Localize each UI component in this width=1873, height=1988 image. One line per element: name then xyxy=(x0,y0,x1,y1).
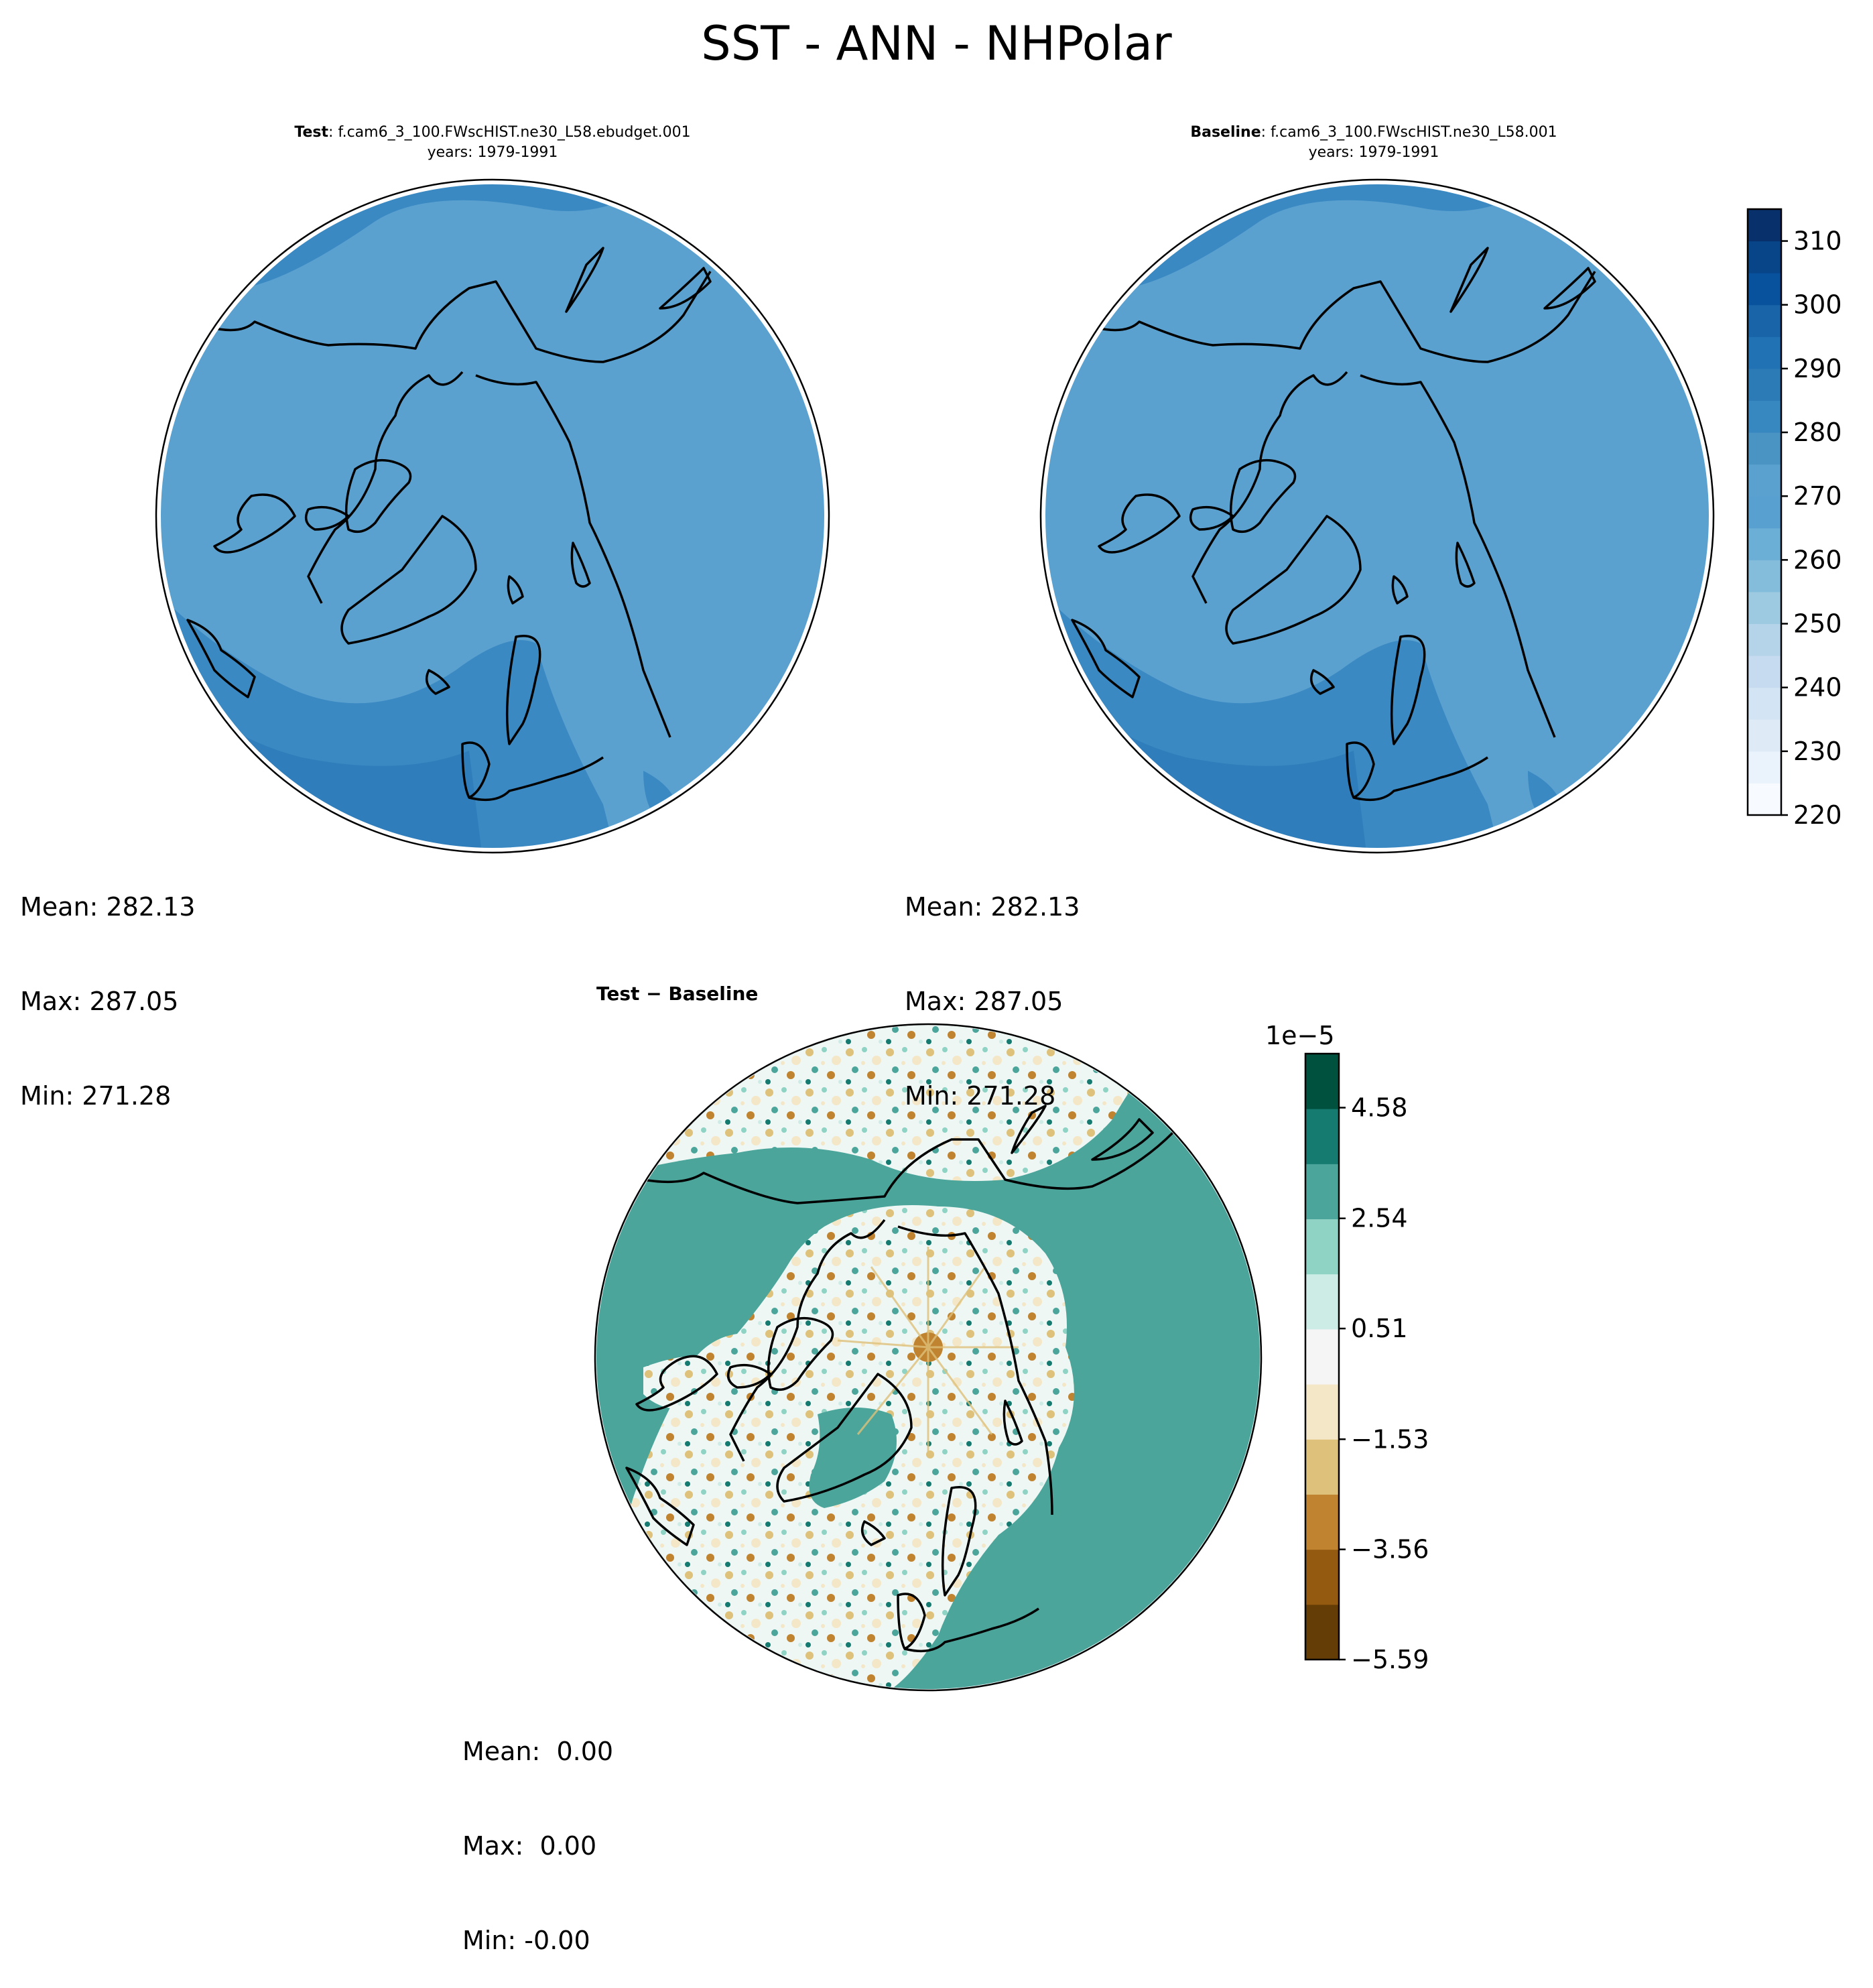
colorbar-tick-label: 260 xyxy=(1793,545,1842,574)
colorbar-band xyxy=(1748,656,1781,688)
diff-stats: Mean: 0.00 Max: 0.00 Min: -0.00 xyxy=(462,1673,613,1988)
colorbar-band xyxy=(1748,591,1781,625)
colorbar-band xyxy=(1305,1384,1339,1440)
colorbar-band xyxy=(1305,1494,1339,1550)
figure-title: SST - ANN - NHPolar xyxy=(701,16,1172,71)
colorbar-band xyxy=(1748,336,1781,369)
coastlines xyxy=(625,1105,1174,1653)
baseline-label: Baseline xyxy=(1190,124,1261,141)
colorbar-band xyxy=(1748,304,1781,337)
colorbar-band xyxy=(1305,1439,1339,1495)
colorbar-tick-label: −5.59 xyxy=(1351,1645,1429,1674)
test-min: Min: 271.28 xyxy=(20,1081,172,1111)
colorbar-band xyxy=(1305,1328,1339,1385)
colorbar-tick-label: 300 xyxy=(1793,290,1842,320)
colorbar-band xyxy=(1748,496,1781,529)
colorbar-tick-label: 250 xyxy=(1793,609,1842,639)
colorbar-tick-label: 310 xyxy=(1793,227,1842,256)
baseline-map xyxy=(1039,178,1715,854)
test-mean: Mean: 282.13 xyxy=(20,892,196,922)
diff-min: Min: -0.00 xyxy=(462,1926,590,1955)
test-stats: Mean: 282.13 Max: 287.05 Min: 271.28 xyxy=(20,828,195,1143)
difference-colorbar: −5.59 −3.56 −1.53 0.51 2.54 4.58 xyxy=(1304,1052,1429,1674)
test-case-name: : f.cam6_3_100.FWscHIST.ne30_L58.ebudget… xyxy=(328,124,691,141)
baseline-min: Min: 271.28 xyxy=(905,1081,1056,1111)
colorbar-tick-label: 240 xyxy=(1793,673,1842,702)
colorbar-tick-label: 2.54 xyxy=(1351,1204,1408,1233)
colorbar-band xyxy=(1748,400,1781,433)
colorbar-tick-label: 4.58 xyxy=(1351,1093,1408,1123)
colorbar-band xyxy=(1748,368,1781,401)
colorbar-band xyxy=(1305,1054,1339,1109)
colorbar-band xyxy=(1748,687,1781,720)
test-years: years: 1979-1991 xyxy=(427,144,558,161)
colorbar-band xyxy=(1748,273,1781,306)
baseline-stats: Mean: 282.13 Max: 287.05 Min: 271.28 xyxy=(905,828,1080,1143)
figure-canvas: 220 230 240 250 260 270 280 290 300 310 −5.59 −3.5… xyxy=(155,178,1842,1692)
colorbar-tick-label: 270 xyxy=(1793,481,1842,511)
colorbar-band xyxy=(1748,623,1781,656)
colorbar-band xyxy=(1305,1604,1339,1660)
baseline-max: Max: 287.05 xyxy=(905,987,1063,1016)
baseline-panel-title: Baseline: f.cam6_3_100.FWscHIST.ne30_L58… xyxy=(1106,123,1642,163)
colorbar-band xyxy=(1305,1549,1339,1605)
colorbar-tick-label: 290 xyxy=(1793,354,1842,383)
diff-colorbar-scale-label: 1e−5 xyxy=(1265,1021,1335,1050)
colorbar-band xyxy=(1305,1273,1339,1330)
colorbar-band xyxy=(1748,527,1781,560)
colorbar-band xyxy=(1305,1164,1339,1220)
test-label: Test xyxy=(294,124,329,141)
colorbar-band xyxy=(1748,719,1781,752)
colorbar-band xyxy=(1748,432,1781,465)
colorbar-band xyxy=(1748,751,1781,784)
colorbar-tick-label: 220 xyxy=(1793,800,1842,830)
baseline-mean: Mean: 282.13 xyxy=(905,892,1080,922)
colorbar-band xyxy=(1305,1219,1339,1275)
colorbar-band xyxy=(1748,464,1781,497)
colorbar-band xyxy=(1748,560,1781,593)
coastlines xyxy=(186,247,712,802)
colorbar-tick-label: 0.51 xyxy=(1351,1314,1408,1343)
coastlines xyxy=(1071,247,1596,802)
diff-panel-title: Test − Baseline xyxy=(596,983,759,1005)
colorbar-band xyxy=(1305,1109,1339,1164)
test-max: Max: 287.05 xyxy=(20,987,179,1016)
colorbar-tick-label: 280 xyxy=(1793,418,1842,447)
baseline-case-name: : f.cam6_3_100.FWscHIST.ne30_L58.001 xyxy=(1261,124,1557,141)
colorbar-band xyxy=(1748,209,1781,242)
diff-mean: Mean: 0.00 xyxy=(462,1737,614,1766)
test-panel-title: Test: f.cam6_3_100.FWscHIST.ne30_L58.ebu… xyxy=(224,123,761,163)
colorbar-tick-label: 230 xyxy=(1793,737,1842,766)
colorbar-tick-label: −1.53 xyxy=(1351,1424,1429,1454)
colorbar-band xyxy=(1748,241,1781,273)
colorbar-band xyxy=(1748,783,1781,816)
baseline-years: years: 1979-1991 xyxy=(1308,144,1439,161)
temperature-colorbar: 220 230 240 250 260 270 280 290 300 310 xyxy=(1746,208,1842,830)
diff-map xyxy=(594,1023,1263,1692)
colorbar-tick-label: −3.56 xyxy=(1351,1535,1429,1564)
test-map xyxy=(155,178,830,854)
diff-max: Max: 0.00 xyxy=(462,1831,597,1861)
